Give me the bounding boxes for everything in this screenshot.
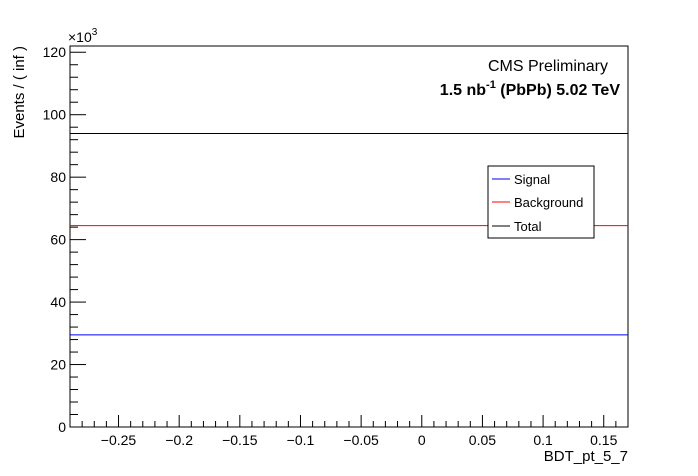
y-tick-label: 80 <box>50 169 66 185</box>
legend-label-background: Background <box>514 195 583 210</box>
legend-label-signal: Signal <box>514 172 550 187</box>
legend-label-total: Total <box>514 219 542 234</box>
y-tick-label: 100 <box>43 107 67 123</box>
x-tick-label: −0.25 <box>101 432 137 448</box>
y-axis-label: Events / ( inf ) <box>11 46 28 139</box>
lumi-rest: (PbPb) 5.02 TeV <box>496 82 621 99</box>
x-axis-ticks: −0.25 −0.2 −0.15 −0.1 −0.05 0 0.05 0.1 0.15 <box>81 415 629 448</box>
x-axis-label: BDT_pt_5_7 <box>544 448 628 465</box>
y-tick-label: 20 <box>50 357 66 373</box>
y-axis-ticks: 0 20 40 60 80 100 120 <box>43 44 86 435</box>
x-tick-label: 0 <box>418 432 426 448</box>
y-axis-exponent-base: ×10 <box>68 29 92 45</box>
legend: Signal Background Total <box>487 165 595 239</box>
experiment-label: CMS Preliminary <box>488 58 608 75</box>
x-tick-label: −0.15 <box>222 432 258 448</box>
x-tick-label: 0.15 <box>590 432 617 448</box>
x-tick-label: −0.05 <box>343 432 379 448</box>
y-tick-label: 60 <box>50 232 66 248</box>
luminosity-label: 1.5 nb-1 (PbPb) 5.02 TeV <box>440 79 621 99</box>
x-tick-label: 0.1 <box>533 432 553 448</box>
lumi-value: 1.5 nb <box>440 82 486 99</box>
y-tick-label: 0 <box>58 419 66 435</box>
x-tick-label: −0.2 <box>165 432 193 448</box>
y-axis-exponent-power: 3 <box>92 27 98 38</box>
x-tick-label: −0.1 <box>287 432 315 448</box>
x-tick-label: 0.05 <box>469 432 496 448</box>
lumi-power: -1 <box>486 79 496 91</box>
y-tick-label: 40 <box>50 294 66 310</box>
y-axis-exponent: ×103 <box>68 27 98 45</box>
y-tick-label: 120 <box>43 44 67 60</box>
